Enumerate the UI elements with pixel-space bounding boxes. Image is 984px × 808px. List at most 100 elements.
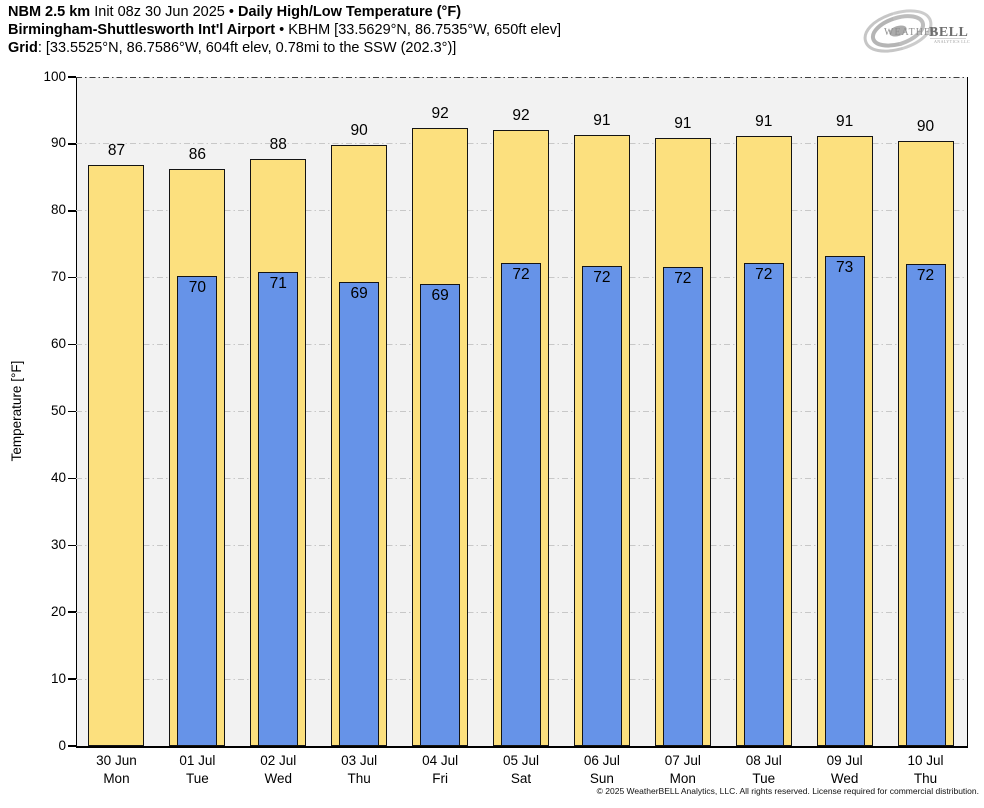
y-tick-30	[68, 544, 76, 547]
title-line-2: Birmingham-Shuttlesworth Int'l Airport •…	[8, 21, 561, 39]
x-axis-date: 02 Jul	[260, 753, 297, 768]
low-bar	[420, 284, 461, 746]
x-axis-weekday: Wed	[830, 770, 859, 786]
low-bar	[339, 282, 380, 746]
x-axis-date: 04 Jul	[422, 753, 459, 768]
x-axis-label: 09 Jul Wed	[805, 752, 885, 787]
y-tick-label-50: 50	[50, 403, 66, 418]
x-axis-weekday: Tue	[185, 770, 209, 786]
low-bar	[905, 263, 946, 746]
x-axis-label: 04 Jul Fri	[400, 752, 480, 787]
model-name: NBM 2.5 km	[8, 4, 91, 20]
low-bar	[258, 271, 299, 746]
low-bar	[177, 275, 218, 746]
logo-bell-text: BELL	[929, 25, 968, 40]
y-tick-label-100: 100	[43, 68, 66, 84]
logo-weather-text: Weather	[884, 27, 939, 38]
y-tick-label-0: 0	[58, 737, 66, 753]
y-tick-label-30: 30	[50, 536, 66, 552]
gridline-100	[76, 76, 966, 78]
separator-dot: •	[279, 22, 285, 38]
x-axis-date: 30 Jun	[96, 753, 137, 768]
x-axis-weekday: Tue	[752, 770, 776, 786]
x-axis-weekday: Fri	[432, 770, 448, 786]
y-tick-0	[68, 745, 76, 747]
y-tick-label-40: 40	[50, 469, 66, 485]
y-tick-20	[68, 611, 76, 613]
x-axis-label: 03 Jul Thu	[319, 752, 399, 787]
grid-details: : [33.5525°N, 86.7586°W, 604ft elev, 0.7…	[37, 40, 457, 56]
low-value-label: 72	[916, 266, 935, 284]
title-line-1: NBM 2.5 km Init 08z 30 Jun 2025 • Daily …	[8, 3, 561, 21]
y-tick-label-90: 90	[50, 135, 66, 151]
x-axis-weekday: Mon	[103, 770, 130, 786]
y-tick-label-70: 70	[50, 269, 66, 285]
copyright-text: © 2025 WeatherBELL Analytics, LLC. All r…	[596, 786, 979, 796]
x-axis-weekday: Thu	[347, 770, 371, 786]
x-axis-date: 05 Jul	[502, 753, 540, 768]
y-tick-60	[68, 343, 76, 346]
high-value-label: 90	[350, 122, 368, 140]
y-axis-title: Temperature [°F]	[9, 360, 24, 462]
separator-dot: •	[228, 4, 234, 20]
x-axis-date: 06 Jul	[583, 753, 620, 768]
y-tick-90	[68, 143, 76, 145]
high-value-label: 91	[674, 114, 692, 132]
low-value-label: 73	[836, 259, 854, 277]
high-value-label: 92	[512, 106, 530, 124]
x-axis-label: 30 Jun Mon	[76, 752, 156, 787]
high-value-label: 88	[269, 136, 287, 154]
low-value-label: 72	[593, 268, 611, 286]
x-axis-weekday: Sat	[510, 770, 532, 786]
station-name: Birmingham-Shuttlesworth Int'l Airport	[8, 22, 276, 38]
y-tick-label-80: 80	[50, 202, 66, 218]
y-tick-100	[68, 76, 76, 78]
product-name: Daily High/Low Temperature (°F)	[237, 4, 462, 20]
station-details: KBHM [33.5629°N, 86.7535°W, 650ft elev]	[288, 22, 562, 38]
x-axis-date: 07 Jul	[664, 753, 701, 768]
x-axis-label: 05 Jul Sat	[481, 752, 561, 787]
x-axis-weekday: Thu	[913, 770, 938, 786]
high-value-label: 86	[188, 145, 206, 163]
x-axis-label: 06 Jul Sun	[562, 752, 642, 787]
y-tick-10	[68, 678, 76, 680]
y-tick-label-10: 10	[50, 670, 66, 686]
low-value-label: 70	[188, 278, 206, 296]
y-tick-50	[68, 410, 76, 413]
high-value-label: 92	[431, 104, 449, 122]
high-value-label: 91	[593, 112, 611, 130]
y-tick-70	[68, 276, 76, 279]
high-value-label: 87	[107, 141, 126, 159]
y-tick-label-60: 60	[50, 336, 66, 352]
low-value-label: 72	[755, 265, 773, 283]
low-value-label: 72	[674, 269, 692, 287]
high-value-label: 90	[916, 118, 935, 136]
x-axis-label: 08 Jul Tue	[724, 752, 804, 787]
grid-label: Grid	[8, 40, 38, 56]
high-bar	[88, 164, 145, 746]
x-axis-label: 07 Jul Mon	[643, 752, 723, 787]
x-axis-label: 02 Jul Wed	[238, 752, 318, 787]
y-tick-80	[68, 210, 76, 212]
weatherbell-logo: Weather BELL Analytics LLC	[852, 4, 978, 56]
x-axis-date: 09 Jul	[826, 753, 863, 768]
low-bar	[581, 265, 622, 746]
y-tick-label-20: 20	[50, 603, 66, 619]
x-axis-date: 08 Jul	[745, 753, 782, 768]
low-bar	[824, 256, 865, 746]
low-bar	[662, 266, 703, 746]
high-value-label: 91	[836, 112, 854, 130]
y-tick-40	[68, 477, 76, 480]
x-axis-date: 01 Jul	[179, 753, 216, 768]
x-axis-date: 10 Jul	[907, 753, 944, 768]
x-axis-weekday: Sun	[589, 770, 614, 786]
title-line-3: Grid: [33.5525°N, 86.7586°W, 604ft elev,…	[8, 39, 561, 57]
x-axis-label: 10 Jul Thu	[886, 752, 966, 787]
x-axis-label: 01 Jul Tue	[157, 752, 237, 787]
logo-tagline-text: Analytics LLC	[934, 39, 970, 44]
x-axis-date: 03 Jul	[341, 753, 378, 768]
hurricane-swirl-icon: Weather BELL Analytics LLC	[863, 9, 970, 53]
low-value-label: 69	[431, 287, 449, 305]
low-bar	[501, 262, 541, 746]
